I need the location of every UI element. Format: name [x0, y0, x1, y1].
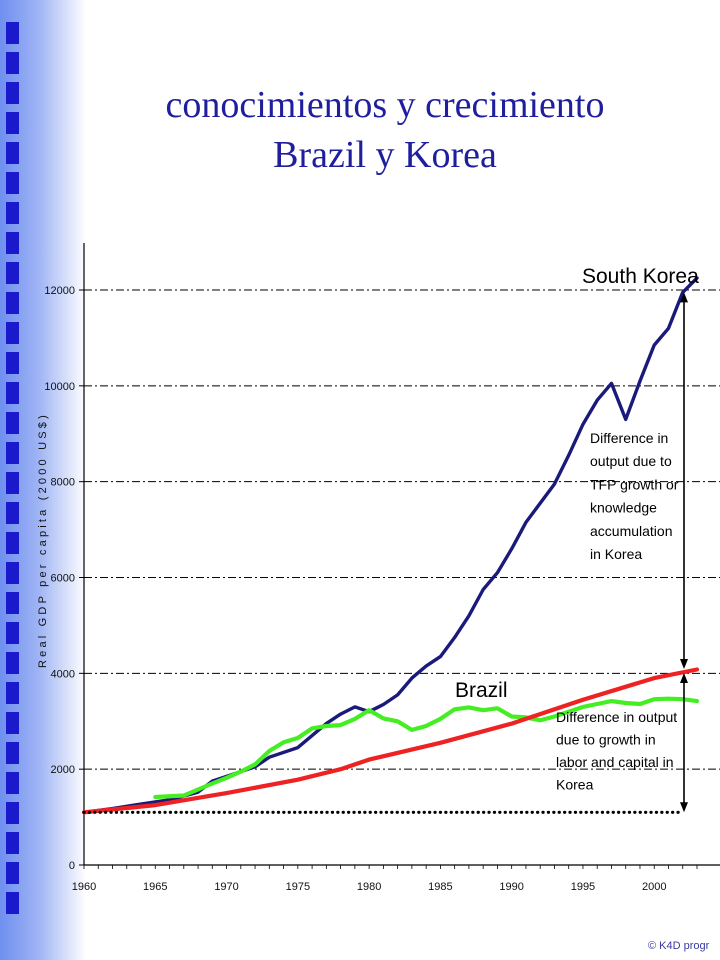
sidebar-square: [6, 112, 19, 134]
x-tick-label: 1995: [571, 881, 595, 893]
tfp-note-line: in Korea: [590, 546, 642, 562]
brazil-inputs-line: [81, 667, 700, 815]
inputs-note-line: Difference in output: [556, 709, 677, 725]
sidebar-square: [6, 652, 19, 674]
inputs-note-line: labor and capital in: [556, 754, 674, 770]
sidebar-square: [6, 412, 19, 434]
sidebar-square: [6, 82, 19, 104]
x-tick-label: 1985: [428, 881, 452, 893]
sidebar-square: [6, 832, 19, 854]
sidebar-square: [6, 622, 19, 644]
tfp-note-line: output due to: [590, 453, 672, 469]
south-korea-label: South Korea: [582, 265, 699, 288]
sidebar-square: [6, 172, 19, 194]
tfp-note-line: TFP growth or: [590, 476, 679, 492]
x-tick-labels: 1960 1965 1970 1975 1980 1985 1990 1995 2000: [72, 881, 667, 893]
y-tick-label: 0: [69, 860, 75, 872]
y-tick-label: 8000: [51, 477, 75, 489]
sidebar-square: [6, 712, 19, 734]
sidebar-square: [6, 562, 19, 584]
inputs-note-line: due to growth in: [556, 732, 656, 748]
y-tick-labels: 0 2000 4000 6000 8000 10000 12000: [44, 285, 75, 872]
title-line-1: conocimientos y crecimiento: [165, 84, 605, 126]
sidebar-square: [6, 472, 19, 494]
sidebar-square: [6, 202, 19, 224]
sidebar-square: [6, 862, 19, 884]
sidebar-square: [6, 682, 19, 704]
sidebar-square: [6, 802, 19, 824]
tfp-note-line: knowledge: [590, 500, 657, 516]
y-tick-label: 12000: [44, 285, 75, 297]
x-tick-label: 1965: [143, 881, 167, 893]
brazil-line: [153, 696, 700, 800]
sidebar-square: [6, 262, 19, 284]
sidebar-square: [6, 22, 19, 44]
inputs-note-line: Korea: [556, 777, 594, 793]
tfp-note-line: accumulation: [590, 523, 673, 539]
footer-copyright: © K4D progr: [648, 940, 710, 952]
series-lines: [81, 276, 700, 815]
x-tick-label: 2000: [642, 881, 666, 893]
x-tick-label: 1960: [72, 881, 96, 893]
x-tick-label: 1980: [357, 881, 381, 893]
sidebar-square: [6, 142, 19, 164]
sidebar-square: [6, 322, 19, 344]
sidebar-square: [6, 382, 19, 404]
y-tick-label: 10000: [44, 381, 75, 393]
sidebar-square: [6, 772, 19, 794]
title-line-2: Brazil y Korea: [273, 134, 497, 176]
annotations: South Korea Brazil Difference in output due…: [455, 265, 699, 793]
sidebar-square: [6, 742, 19, 764]
y-tick-label: 2000: [51, 764, 75, 776]
y-tick-label: 4000: [51, 668, 75, 680]
y-tick-label: 6000: [51, 573, 75, 585]
sidebar-square: [6, 502, 19, 524]
inputs-difference-arrow: [680, 672, 688, 813]
sidebar-square: [6, 532, 19, 554]
axes: [79, 243, 720, 869]
x-tick-label: 1975: [286, 881, 310, 893]
slide-title: conocimientos y crecimiento Brazil y Kor…: [90, 80, 680, 180]
tfp-note-line: Difference in: [590, 430, 668, 446]
x-tick-label: 1990: [499, 881, 523, 893]
x-tick-label: 1970: [214, 881, 238, 893]
sidebar-square: [6, 592, 19, 614]
sidebar-square: [6, 52, 19, 74]
sidebar-decoration: [0, 0, 86, 960]
sidebar-square: [6, 892, 19, 914]
y-axis-label: Real GDP per capita (2000 US$): [37, 412, 49, 668]
sidebar-square: [6, 292, 19, 314]
sidebar-square: [6, 442, 19, 464]
tfp-difference-arrow: [680, 292, 688, 669]
brazil-label: Brazil: [455, 679, 508, 702]
sidebar-squares: [6, 22, 20, 922]
sidebar-square: [6, 352, 19, 374]
difference-arrows: [680, 292, 688, 813]
sidebar-square: [6, 232, 19, 254]
